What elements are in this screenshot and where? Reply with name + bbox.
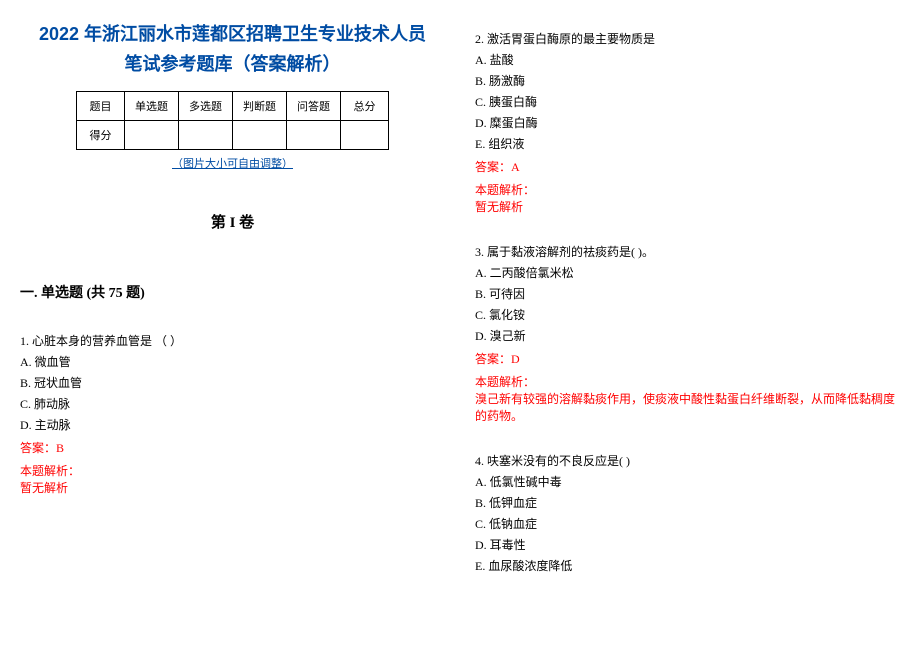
question-3: 3. 属于黏液溶解剂的祛痰药是( )。 A. 二丙酸倍氯米松 B. 可待因 C.… [475,243,900,424]
table-header-row: 题目 单选题 多选题 判断题 问答题 总分 [77,92,389,121]
document-title-line1: 2022 年浙江丽水市莲都区招聘卫生专业技术人员 [20,18,445,50]
analysis-label: 本题解析： [475,181,900,198]
table-header-cell: 总分 [341,92,389,121]
question-text: 1. 心脏本身的营养血管是 （ ） [20,332,445,349]
option-c: C. 低钠血症 [475,515,900,532]
option-b: B. 低钾血症 [475,494,900,511]
option-b: B. 冠状血管 [20,374,445,391]
question-2: 2. 激活胃蛋白酶原的最主要物质是 A. 盐酸 B. 肠激酶 C. 胰蛋白酶 D… [475,30,900,215]
question-1: 1. 心脏本身的营养血管是 （ ） A. 微血管 B. 冠状血管 C. 肺动脉 … [20,332,445,496]
option-d: D. 溴己新 [475,327,900,344]
answer: 答案：B [20,439,445,456]
question-text: 3. 属于黏液溶解剂的祛痰药是( )。 [475,243,900,260]
option-b: B. 可待因 [475,285,900,302]
table-score-row: 得分 [77,121,389,150]
section-1-header: 第 I 卷 [20,211,445,232]
analysis-label: 本题解析： [475,373,900,390]
option-d: D. 糜蛋白酶 [475,114,900,131]
table-cell: 得分 [77,121,125,150]
option-c: C. 肺动脉 [20,395,445,412]
answer: 答案：A [475,158,900,175]
table-header-cell: 单选题 [125,92,179,121]
option-e: E. 血尿酸浓度降低 [475,557,900,574]
option-a: A. 二丙酸倍氯米松 [475,264,900,281]
analysis-text: 暂无解析 [475,198,900,215]
question-text: 2. 激活胃蛋白酶原的最主要物质是 [475,30,900,47]
table-header-cell: 问答题 [287,92,341,121]
answer: 答案：D [475,350,900,367]
option-c: C. 氯化铵 [475,306,900,323]
option-a: A. 盐酸 [475,51,900,68]
table-header-cell: 判断题 [233,92,287,121]
option-a: A. 微血管 [20,353,445,370]
score-table: 题目 单选题 多选题 判断题 问答题 总分 得分 [76,91,389,150]
table-cell [233,121,287,150]
question-4: 4. 呋塞米没有的不良反应是( ) A. 低氯性碱中毒 B. 低钾血症 C. 低… [475,452,900,574]
question-text: 4. 呋塞米没有的不良反应是( ) [475,452,900,469]
table-cell [179,121,233,150]
table-cell [287,121,341,150]
analysis-label: 本题解析： [20,462,445,479]
option-c: C. 胰蛋白酶 [475,93,900,110]
option-a: A. 低氯性碱中毒 [475,473,900,490]
analysis-text: 暂无解析 [20,479,445,496]
option-e: E. 组织液 [475,135,900,152]
analysis-text: 溴己新有较强的溶解黏痰作用，使痰液中酸性黏蛋白纤维断裂，从而降低黏稠度的药物。 [475,390,900,424]
image-resize-note: （图片大小可自由调整） [20,155,445,171]
category-single-choice: 一. 单选题 (共 75 题) [20,282,445,302]
option-d: D. 耳毒性 [475,536,900,553]
table-header-cell: 多选题 [179,92,233,121]
option-d: D. 主动脉 [20,416,445,433]
document-title-line2: 笔试参考题库（答案解析） [20,50,445,76]
table-cell [341,121,389,150]
option-b: B. 肠激酶 [475,72,900,89]
table-header-cell: 题目 [77,92,125,121]
table-cell [125,121,179,150]
